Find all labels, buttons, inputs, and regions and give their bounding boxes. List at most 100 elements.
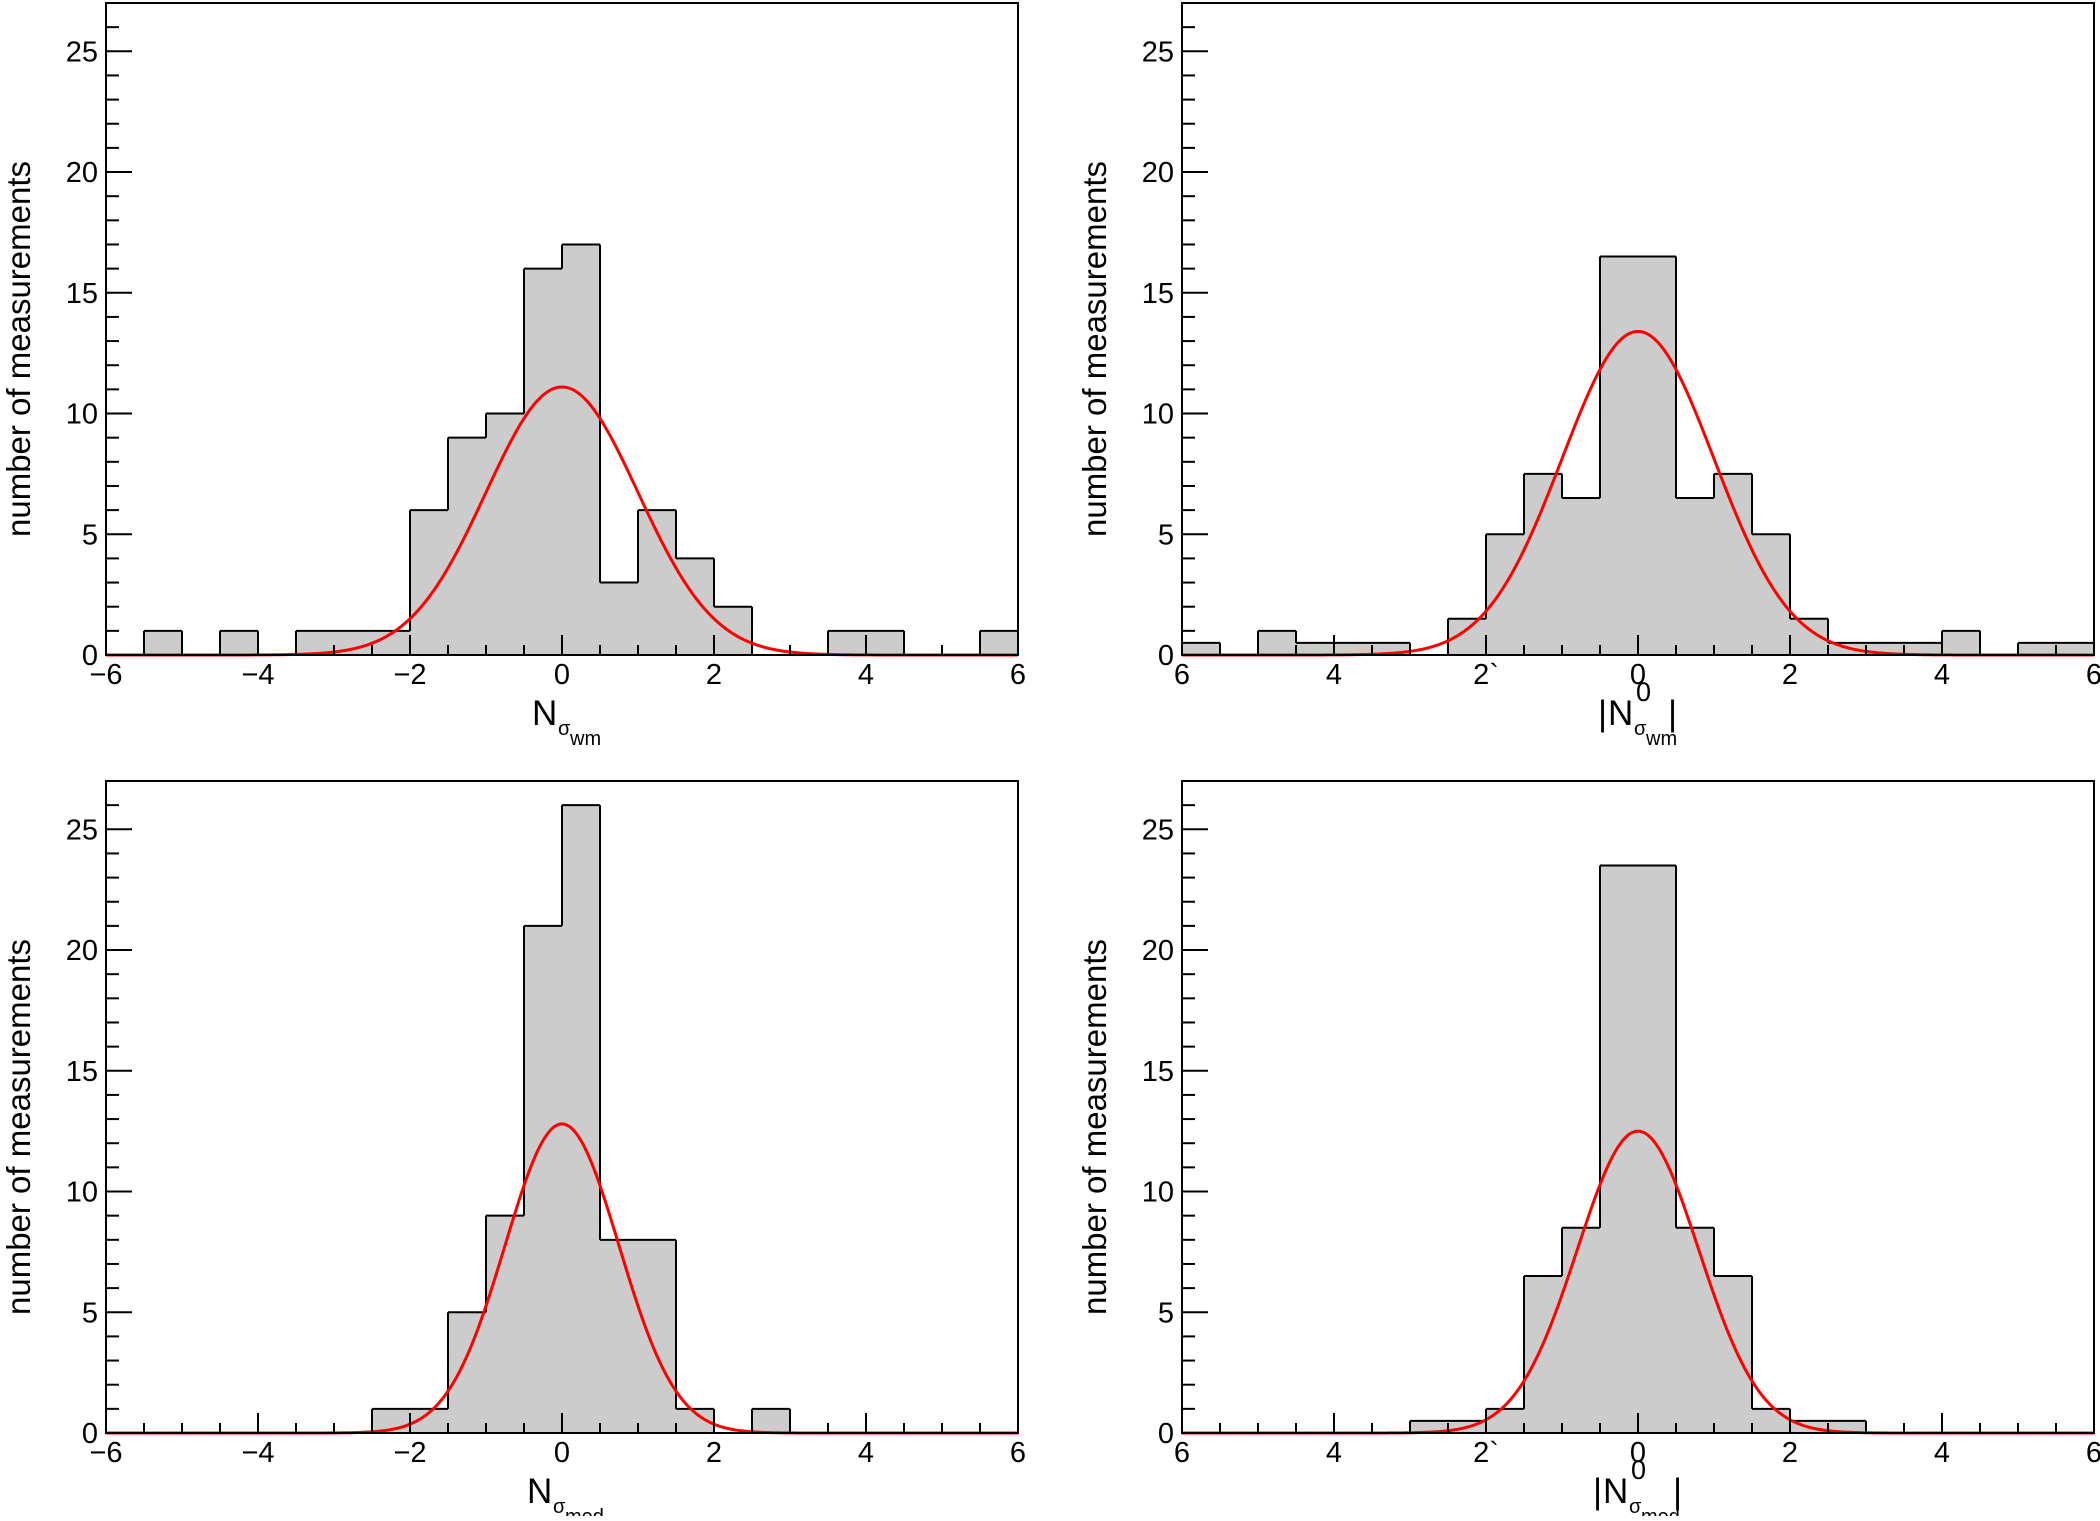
y-tick-label: 10 <box>66 399 98 431</box>
y-axis-ticks <box>1182 2 1208 656</box>
histogram-bar <box>562 244 600 655</box>
x-tick-label: 0 <box>1630 1437 1646 1469</box>
x-tick-label: 2` <box>1473 659 1499 691</box>
x-label-abs-open: | <box>1593 1472 1602 1511</box>
x-tick-label: −2 <box>393 659 426 691</box>
x-tick-label: −2 <box>393 1437 426 1469</box>
histogram-bar <box>714 606 752 655</box>
x-tick-label: 6 <box>1010 1437 1026 1469</box>
histogram-bar <box>1410 1420 1448 1433</box>
histogram-bars <box>1410 865 1866 1433</box>
x-label-base: N <box>1608 694 1633 733</box>
x-tick-label: 6 <box>1174 659 1190 691</box>
histogram-bar <box>1904 642 1942 655</box>
x-tick-label: 6 <box>2086 1437 2100 1469</box>
histogram-bar <box>600 1239 638 1433</box>
histogram-bar <box>296 630 334 655</box>
y-axis-ticks <box>106 2 132 656</box>
x-label-superscript: 0 <box>1636 677 1651 707</box>
histogram-bar <box>828 630 866 655</box>
y-tick-label: 20 <box>66 935 98 967</box>
y-axis-label: number of measurements <box>0 161 37 537</box>
histogram-bar <box>980 630 1018 655</box>
panel-bottom-left: 0 5 10 15 20 25 −6 −4 −2 0 2 4 6 number of measuremen… <box>0 780 1026 1521</box>
x-tick-label: 2 <box>1782 659 1798 691</box>
histogram-bar <box>486 1215 524 1433</box>
histogram-bar <box>524 925 562 1433</box>
histogram-bar <box>144 630 182 655</box>
y-tick-label: 20 <box>66 157 98 189</box>
histogram-bar <box>1524 1276 1562 1433</box>
histogram-bar <box>1828 1420 1866 1433</box>
y-axis-label: number of measurements <box>0 939 37 1315</box>
histogram-bar <box>1676 498 1714 655</box>
x-tick-label: 0 <box>554 659 570 691</box>
histogram-outline <box>143 243 1019 655</box>
y-tick-label: 25 <box>1142 36 1174 68</box>
x-axis-label: Nσmed <box>527 1472 604 1521</box>
histogram-bar <box>1334 642 1372 655</box>
y-tick-label: 0 <box>82 640 98 672</box>
x-tick-label: 4 <box>858 1437 874 1469</box>
y-tick-label: 0 <box>1158 1418 1174 1450</box>
y-tick-label: 10 <box>1142 1177 1174 1209</box>
histogram-bar <box>448 1312 486 1433</box>
histogram-bar <box>752 1408 790 1433</box>
y-tick-label: 10 <box>66 1177 98 1209</box>
panel-bottom-right: 0 5 10 15 20 25 6 4 2` 0 2 4 6 number of measurements… <box>1076 780 2100 1521</box>
y-tick-label: 25 <box>66 36 98 68</box>
histogram-bar <box>410 510 448 655</box>
x-tick-label: −4 <box>241 1437 274 1469</box>
histogram-bar <box>562 805 600 1433</box>
x-axis-ticks <box>1181 1413 2095 1433</box>
x-label-sub-text: med <box>565 1506 604 1516</box>
x-tick-label: 0 <box>554 1437 570 1469</box>
histogram-bar <box>524 268 562 655</box>
histogram-bar <box>220 630 258 655</box>
x-tick-label: 2 <box>706 659 722 691</box>
y-tick-label: 5 <box>1158 1297 1174 1329</box>
x-label-superscript: 0 <box>1631 1455 1646 1485</box>
y-tick-label: 5 <box>82 1297 98 1329</box>
histogram-bar <box>1562 1227 1600 1433</box>
y-axis-label: number of measurements <box>1076 939 1113 1315</box>
x-label-sub-symbol: σ <box>558 718 571 740</box>
x-axis-ticks <box>105 635 1019 655</box>
x-tick-label: 2` <box>1473 1437 1499 1469</box>
histogram-bar <box>676 558 714 655</box>
histogram-bar <box>1714 1276 1752 1433</box>
y-tick-label: 20 <box>1142 935 1174 967</box>
histogram-bars <box>144 244 1018 655</box>
x-axis-ticks <box>105 1413 1019 1433</box>
histogram-bar <box>638 1239 676 1433</box>
histogram-bar <box>866 630 904 655</box>
y-tick-label: 15 <box>66 278 98 310</box>
y-axis-ticks <box>106 780 132 1434</box>
y-tick-label: 15 <box>66 1056 98 1088</box>
histogram-bar <box>1296 642 1334 655</box>
histogram-bar <box>600 582 638 655</box>
histogram-bar <box>1258 630 1296 655</box>
x-axis-label: |Nσmed|0 <box>1593 1455 1682 1521</box>
x-label-base: N <box>1603 1472 1628 1511</box>
x-tick-label: 2 <box>1782 1437 1798 1469</box>
x-tick-label: 0 <box>1630 659 1646 691</box>
x-label-sub-text: wm <box>569 728 601 750</box>
histogram-bar <box>1676 1227 1714 1433</box>
x-label-sub-symbol: σ <box>1634 718 1647 740</box>
x-tick-label: 6 <box>2086 659 2100 691</box>
x-tick-label: −4 <box>241 659 274 691</box>
panel-top-right: 0 5 10 15 20 25 6 4 2` 0 2 4 6 number of measurements… <box>1076 2 2100 750</box>
y-tick-label: 25 <box>66 814 98 846</box>
x-tick-label: 4 <box>1326 659 1342 691</box>
histogram-bar <box>1714 473 1752 655</box>
histogram-bar <box>1942 630 1980 655</box>
y-tick-label: 15 <box>1142 278 1174 310</box>
histogram-bar <box>448 437 486 655</box>
x-tick-label: −6 <box>89 1437 122 1469</box>
y-tick-label: 5 <box>82 519 98 551</box>
x-label-abs-close: | <box>1668 694 1677 733</box>
y-tick-label: 5 <box>1158 519 1174 551</box>
